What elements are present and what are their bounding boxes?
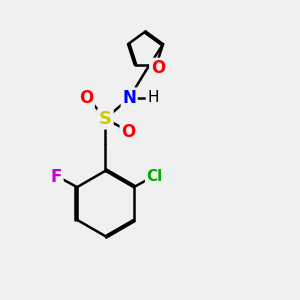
Text: F: F [51,168,62,186]
Text: H: H [147,91,159,106]
Text: O: O [79,89,93,107]
Text: S: S [99,110,112,128]
Text: O: O [151,59,165,77]
Text: Cl: Cl [146,169,163,184]
Text: N: N [122,89,136,107]
Text: O: O [121,123,135,141]
